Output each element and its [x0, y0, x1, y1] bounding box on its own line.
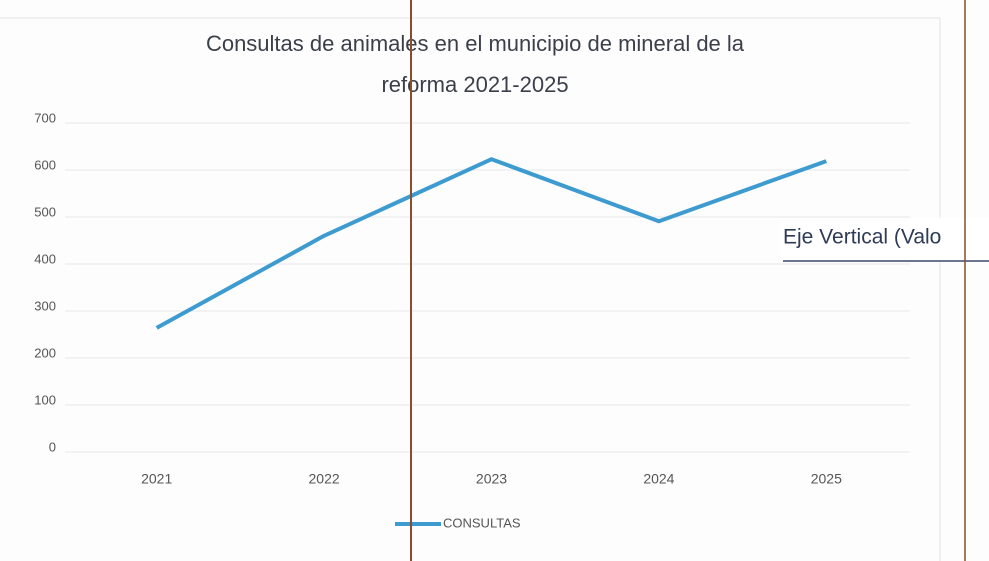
x-tick-label: 2024	[643, 471, 674, 487]
tooltip-text: Eje Vertical (Valo	[783, 226, 941, 249]
legend-label: CONSULTAS	[443, 515, 521, 530]
x-tick-label: 2022	[309, 471, 340, 487]
y-tick-label: 0	[49, 439, 56, 454]
chart-title: reforma 2021-2025	[381, 72, 568, 97]
y-tick-label: 200	[34, 345, 56, 360]
x-tick-label: 2021	[141, 471, 172, 487]
data-line	[155, 157, 827, 330]
y-tick-label: 400	[34, 251, 56, 266]
y-tick-label: 300	[34, 298, 56, 313]
chart-title: Consultas de animales en el municipio de…	[206, 31, 745, 56]
y-tick-label: 500	[34, 204, 56, 219]
y-tick-label: 700	[34, 110, 56, 125]
y-tick-label: 100	[34, 392, 56, 407]
x-tick-label: 2023	[476, 471, 507, 487]
tooltip-box	[780, 218, 989, 262]
x-tick-label: 2025	[811, 471, 842, 487]
y-tick-label: 600	[34, 157, 56, 172]
plot-area: 0 100 200 300 400 500 600 700 2021 2022 2023 2024 20…	[34, 110, 910, 530]
